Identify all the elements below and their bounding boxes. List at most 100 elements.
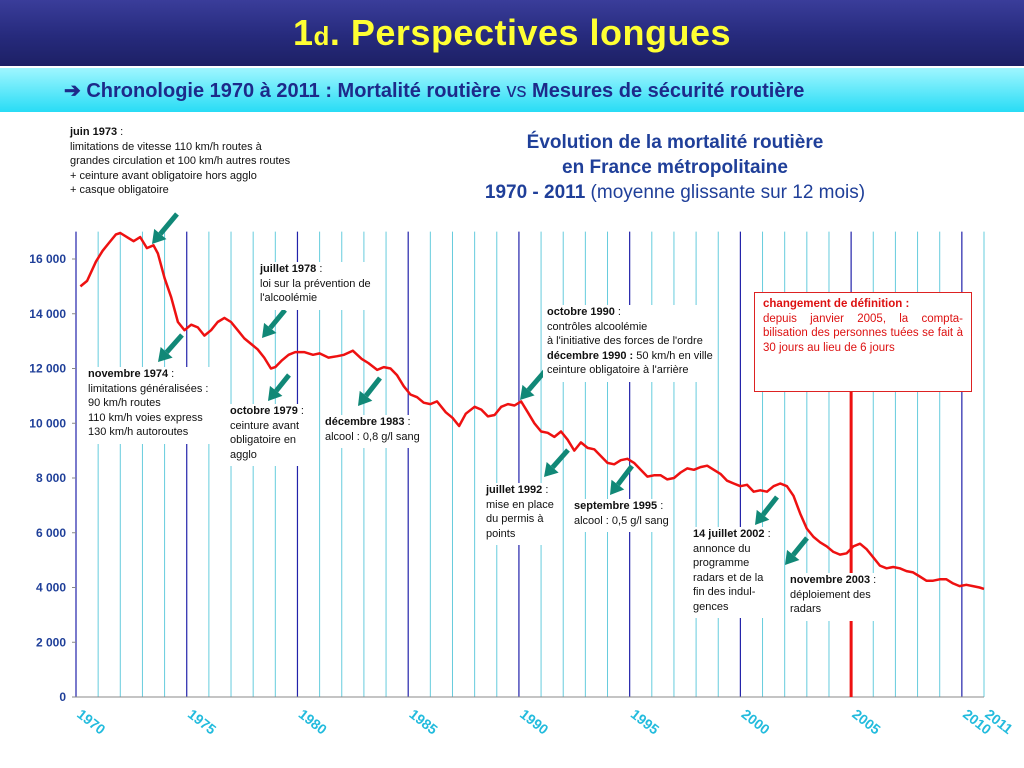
annotation-line: à l'initiative des forces de l'ordre [547,335,703,347]
annotation-arrow-icon [268,373,291,401]
x-tick-label: 1990 [517,706,552,738]
x-tick-label: 1985 [406,706,441,738]
definition-change-box: changement de définition : depuis janvie… [754,292,972,392]
annotation-arrow-icon [358,376,382,406]
annotation-line: 130 km/h autoroutes [88,426,189,438]
arrow-icon: ➔ [64,80,81,102]
annotation-head: octobre 1990 [547,306,615,318]
annotation-line: l'alcoolémie [260,292,318,304]
annotation-suffix: : [657,500,664,512]
annotation-line: alcool : 0,5 g/l sang [574,514,669,527]
y-tick-label: 10 000 [29,416,66,430]
annotation-arrow-icon [158,333,184,362]
chart-title-line3: 1970 - 2011 (moyenne glissante sur 12 mo… [440,180,910,205]
y-tick-label: 16 000 [29,252,66,266]
annotation-head: 14 juillet 2002 [693,528,765,540]
annotation-line: ceinture obligatoire à l'arrière [547,364,689,376]
annotation-july-1978: juillet 1978 : loi sur la prévention de … [256,262,375,310]
annotation-july-2002: 14 juillet 2002 : annonce du programme r… [689,527,775,618]
arrow-shaft [791,536,809,557]
annotation-november-1974: novembre 1974 : limitations généralisées… [84,367,213,444]
annotation-head: novembre 1974 [88,368,169,380]
arrow-shaft [364,376,382,398]
series-line-mortality [79,231,985,591]
annotation-head: juillet 1978 [260,263,317,275]
arrow-shaft [158,212,179,236]
annotation-arrow-icon [544,448,570,477]
annotation-line: loi sur la prévention de [260,277,371,290]
annotation-head: décembre 1983 [325,416,405,428]
title-small: d [313,21,330,51]
arrow-shaft [615,464,634,487]
y-tick-label: 4 000 [36,581,66,595]
annotation-arrow-icon [152,212,179,244]
annotation-suffix: : [316,263,323,275]
x-tick-label: 1995 [628,706,663,738]
annotation-october-1990: octobre 1990 : contrôles alcoolémie à l'… [543,305,717,382]
chart-title-line2: en France métropolitaine [562,157,788,178]
arrow-head [152,228,167,244]
annotation-suffix: : [542,484,549,496]
annotation-line: grandes circulation et 100 km/h autres r… [70,155,291,167]
arrow-head [268,385,283,401]
subtitle-part-b: Mesures de sécurité routière [532,80,805,102]
annotation-line: 110 km/h voies express [88,411,203,424]
annotation-line: obligatoire en [230,434,297,446]
arrow-shaft [164,333,184,354]
y-tick-label: 14 000 [29,307,66,321]
annotation-september-1995: septembre 1995 : alcool : 0,5 g/l sang [570,499,673,532]
arrow-head [520,384,535,400]
title-main: 1 [292,12,314,53]
annotation-july-1992: juillet 1992 : mise en place du permis à… [482,483,558,545]
annotation-line: radars [790,603,822,615]
annotation-line: gences [693,600,729,613]
annotation-head: octobre 1979 [230,405,298,417]
annotation-line: limitations généralisées : [88,382,209,395]
chart-title-paren: (moyenne glissante sur 12 mois) [585,182,866,203]
y-tick-label: 12 000 [29,362,66,376]
y-tick-label: 2 000 [36,635,66,649]
x-tick-label: 2005 [849,706,884,738]
arrow-shaft [268,308,287,330]
annotation-line: agglo [230,448,257,461]
arrow-shaft [761,495,779,517]
arrow-shaft [274,373,291,393]
annotation-arrow-icon [785,536,809,565]
annotation-line: déploiement des [790,588,871,601]
title-bar: 1d. Perspectives longues [0,0,1024,66]
annotation-line: limitations de vitesse 110 km/h routes à [70,140,262,153]
annotation-suffix: : [117,126,124,138]
annotation-line: radars et de la [693,571,764,584]
arrow-head [262,322,277,338]
x-tick-label: 1980 [296,706,331,738]
x-tick-label: 1975 [185,706,220,738]
arrow-head [610,479,625,495]
definition-change-title: changement de définition : [763,298,910,310]
annotation-line: ceinture avant [230,419,300,432]
annotation-arrow-icon [755,495,779,525]
annotation-november-2003: novembre 2003 : déploiement des radars [786,573,881,621]
page-title: 1d. Perspectives longues [293,12,731,54]
annotation-line: 90 km/h routes [88,397,161,409]
annotation-october-1979: octobre 1979 : ceinture avant obligatoir… [226,404,308,466]
annotation-suffix: : [614,306,621,318]
y-tick-label: 6 000 [36,526,66,540]
subtitle: ➔ Chronologie 1970 à 2011 : Mortalité ro… [64,78,804,103]
annotation-head: juin 1973 [70,126,118,138]
annotation-line: contrôles alcoolémie [547,320,648,333]
y-tick-label: 8 000 [36,471,66,485]
annotation-line: alcool : 0,8 g/l sang [325,430,420,443]
annotation-line: annonce du [693,542,751,555]
annotation-arrow-icon [262,308,287,338]
chart-title: Évolution de la mortalité routière en Fr… [440,130,910,205]
annotation-head: septembre 1995 [574,500,658,512]
annotation-line: 50 km/h en ville [633,349,713,362]
subtitle-vs: vs [506,80,527,102]
annotation-line: programme [693,557,750,569]
annotation-line: + ceinture avant obligatoire hors agglo [70,169,257,182]
annotation-june-1973: juin 1973 : limitations de vitesse 110 k… [70,125,291,198]
annotation-head: juillet 1992 [486,484,543,496]
arrow-head [358,390,373,406]
definition-change-text: depuis janvier 2005, la compta-bilisatio… [763,312,963,354]
